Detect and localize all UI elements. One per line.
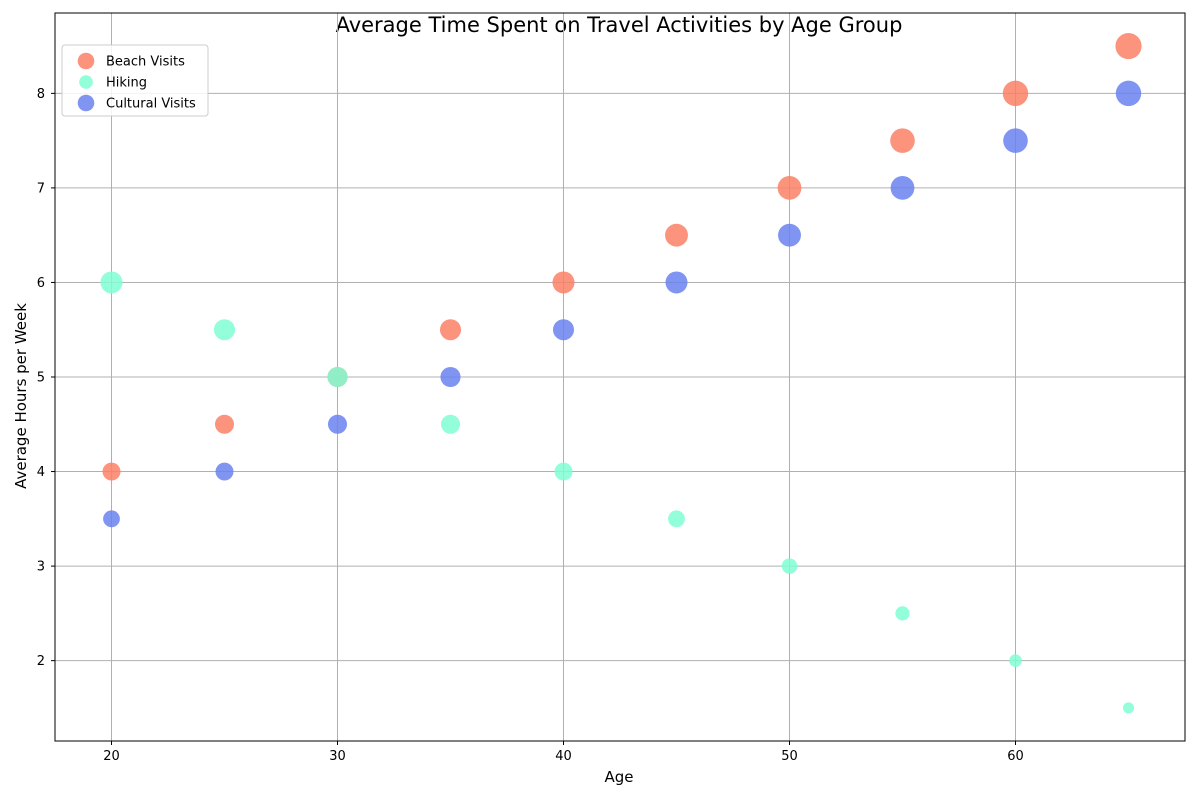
data-point [778, 223, 801, 247]
data-point [327, 414, 348, 434]
data-point [777, 176, 802, 200]
data-point [100, 271, 123, 294]
y-tick-label: 3 [37, 560, 45, 575]
data-point [890, 176, 915, 200]
data-point [440, 414, 461, 434]
legend-label: Hiking [106, 76, 147, 91]
x-tick-label: 40 [555, 749, 572, 764]
series-beach-visits [102, 32, 1142, 481]
legend-marker [77, 52, 95, 70]
axis-ticks: 20 30 40 50 60 2 3 4 5 6 7 8 [37, 87, 1024, 764]
y-tick-label: 4 [37, 465, 45, 480]
data-point [668, 510, 685, 528]
grid-lines [55, 13, 1185, 741]
x-tick-label: 20 [103, 749, 120, 764]
x-axis-label: Age [604, 768, 633, 786]
data-point [215, 462, 234, 481]
data-point [665, 271, 688, 294]
legend-marker [77, 94, 95, 112]
x-tick-label: 50 [781, 749, 798, 764]
legend: Beach Visits Hiking Cultural Visits [61, 44, 209, 117]
data-point [214, 414, 235, 434]
legend-label: Beach Visits [106, 55, 185, 70]
data-point [552, 271, 575, 294]
y-tick-label: 6 [37, 276, 45, 291]
legend-box [61, 44, 209, 117]
data-point [1123, 702, 1134, 714]
data-point [895, 606, 910, 621]
data-point [439, 319, 462, 341]
data-point [327, 366, 348, 388]
series-hiking [100, 271, 1134, 714]
data-point [554, 462, 573, 481]
data-point [440, 366, 461, 388]
series-cultural-visits [103, 80, 1142, 528]
data-point [103, 510, 120, 528]
data-point [781, 558, 798, 574]
y-axis-label: Average Hours per Week [12, 303, 30, 489]
y-tick-label: 7 [37, 181, 45, 196]
y-tick-label: 8 [37, 87, 45, 102]
data-point [1115, 80, 1142, 107]
data-point [665, 223, 688, 247]
data-point [1009, 654, 1022, 667]
data-point [1115, 32, 1142, 60]
x-tick-label: 30 [329, 749, 346, 764]
y-tick-label: 5 [37, 371, 45, 386]
data-point [102, 462, 121, 481]
chart-title: Average Time Spent on Travel Activities … [336, 13, 903, 37]
data-point [890, 128, 915, 153]
data-point [213, 319, 236, 341]
data-point [1003, 128, 1028, 153]
legend-label: Cultural Visits [106, 97, 196, 112]
legend-marker [79, 75, 93, 89]
x-tick-label: 60 [1007, 749, 1024, 764]
data-point [552, 319, 575, 341]
y-tick-label: 2 [37, 654, 45, 669]
data-point [1002, 80, 1029, 107]
data-points [100, 32, 1142, 714]
